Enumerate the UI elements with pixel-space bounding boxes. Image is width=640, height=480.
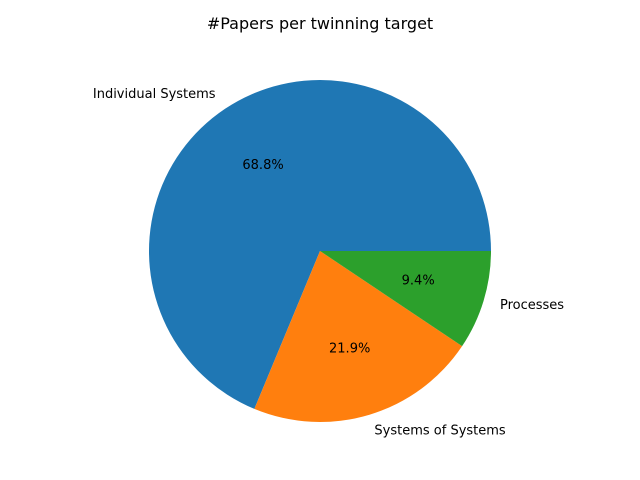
pie-slices (149, 80, 491, 423)
pie-slice-processes (320, 251, 491, 347)
slice-label-systems-of-systems: Systems of Systems (374, 424, 506, 439)
pie-slice-systems-of-systems (254, 251, 463, 423)
slice-label-processes: Processes (500, 298, 564, 313)
pie-labels: Individual Systems 68.8% Systems of System… (93, 87, 564, 439)
pie-slice-individual-systems (149, 80, 491, 409)
slice-percent-individual-systems: 68.8% (242, 158, 283, 173)
chart-title: #Papers per twinning target (207, 14, 433, 33)
slice-percent-processes: 9.4% (402, 273, 435, 288)
slice-percent-systems-of-systems: 21.9% (329, 342, 370, 357)
slice-label-individual-systems: Individual Systems (93, 87, 216, 102)
